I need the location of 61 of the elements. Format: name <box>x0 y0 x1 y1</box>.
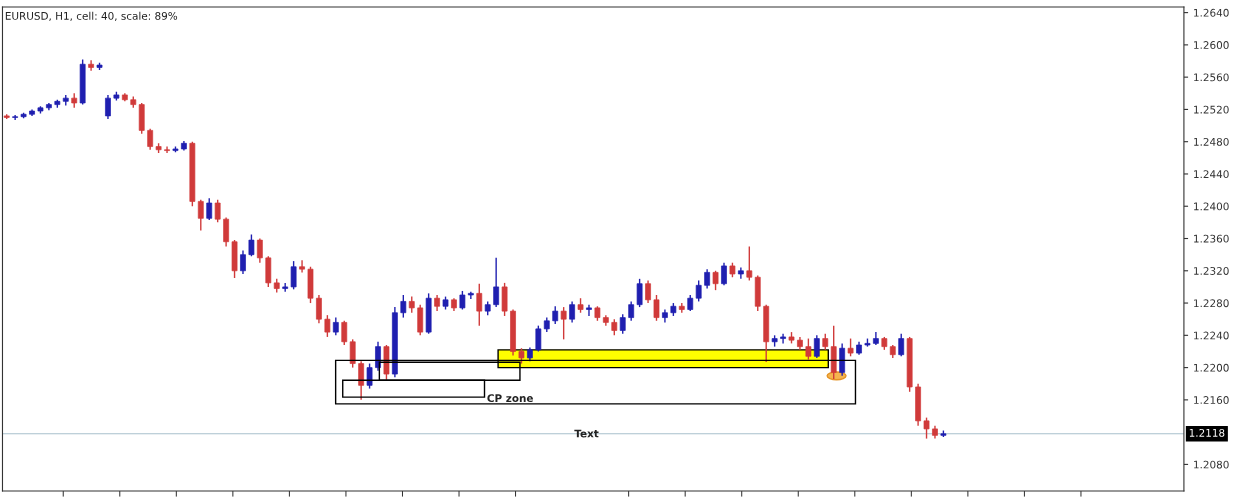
candlestick <box>358 360 365 401</box>
y-tick-label: 1.2320 <box>1194 267 1229 275</box>
candlestick <box>248 233 255 257</box>
candlestick <box>780 333 786 345</box>
ref-line-label: 1.2118 <box>1189 428 1225 437</box>
candlestick <box>569 300 575 324</box>
y-tick-label: 1.2640 <box>1194 8 1229 17</box>
y-tick-label: 1.2200 <box>1194 363 1229 372</box>
y-tick-label: 1.2520 <box>1194 105 1229 114</box>
candlestick <box>375 341 381 372</box>
candlestick <box>619 313 626 335</box>
y-tick-label: 1.2360 <box>1194 234 1229 243</box>
y-tick-label: 1.2280 <box>1194 299 1229 308</box>
y-tick-label: 1.2080 <box>1194 460 1229 469</box>
candlestick <box>535 324 542 353</box>
candlestick <box>400 294 407 319</box>
candlestick <box>898 333 905 357</box>
candlestick <box>256 237 263 264</box>
candlestick <box>324 314 331 338</box>
candlestick <box>197 199 204 232</box>
candlestick <box>88 59 94 72</box>
candlestick <box>223 216 229 248</box>
candlestick <box>746 245 753 282</box>
y-tick-label: 1.2160 <box>1194 396 1229 404</box>
y-tick-label: 1.2600 <box>1194 41 1229 49</box>
candlestick <box>813 334 820 359</box>
candlestick <box>299 259 305 274</box>
candlestick <box>704 268 710 290</box>
candlestick <box>586 303 592 317</box>
candlestick <box>712 270 719 291</box>
annotation: Text <box>574 429 599 438</box>
y-tick-label: 1.2400 <box>1194 202 1229 211</box>
candlestick <box>636 278 643 308</box>
candlestick <box>316 294 322 324</box>
candlestick <box>105 94 111 120</box>
candlestick <box>628 300 635 322</box>
candlestick <box>282 282 289 293</box>
candlestick <box>459 290 466 311</box>
candlestick <box>206 197 213 221</box>
candlestick <box>721 262 727 286</box>
candlestick <box>349 338 356 369</box>
y-tick-label: 1.2440 <box>1194 170 1229 179</box>
y-tick-label: 1.2560 <box>1194 73 1229 82</box>
annotation: CP zone <box>487 394 533 403</box>
candlestick <box>923 416 930 440</box>
candlestick <box>805 337 812 361</box>
candlestick <box>214 199 221 224</box>
candlestick <box>476 282 483 327</box>
candlestick <box>493 257 500 308</box>
candlestick <box>366 362 373 390</box>
candlestick <box>645 279 651 304</box>
candlestick <box>695 279 702 303</box>
y-tick-label: 1.2240 <box>1194 331 1229 340</box>
candlestick <box>290 260 297 291</box>
y-tick-label: 1.2480 <box>1194 137 1229 146</box>
candlestick <box>341 320 348 346</box>
candlestick <box>653 294 660 322</box>
candlestick <box>240 249 246 275</box>
candlestick <box>147 128 154 151</box>
candlestick <box>560 306 567 341</box>
chart-title: EURUSD, H1, cell: 40, scale: 89% <box>5 11 178 21</box>
